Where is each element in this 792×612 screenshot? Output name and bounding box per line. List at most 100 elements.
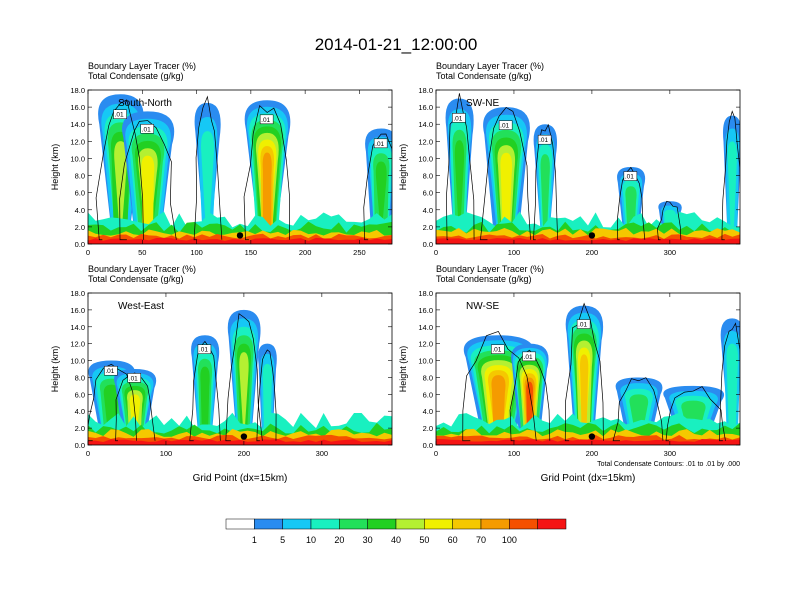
contour-label-text: .01 <box>492 347 501 354</box>
colorbar-swatch <box>480 518 510 530</box>
contour-label: .01 <box>104 365 118 376</box>
panel-name: SW-NE <box>466 98 499 109</box>
tracer-tower-0-level-5 <box>454 140 465 244</box>
tracer-field <box>436 93 740 244</box>
x-tick-label: 0 <box>434 449 438 458</box>
y-tick-label: 6.0 <box>75 390 85 399</box>
x-tick-label: 100 <box>508 449 521 458</box>
condensate-note: Total Condensate Contours: .01 to .01 by… <box>597 461 740 468</box>
x-tick-label: 200 <box>238 449 251 458</box>
tracer-tower-3-level-4 <box>629 394 649 445</box>
contour-label: .01 <box>491 344 505 354</box>
y-tick-label: 4.0 <box>75 206 85 215</box>
tracer-tower-5-level-3 <box>727 141 737 244</box>
colorbar-label: 5 <box>280 535 285 545</box>
y-axis-label: Height (km) <box>398 346 408 393</box>
colorbar-swatch <box>310 518 340 530</box>
y-tick-label: 14.0 <box>418 120 433 129</box>
contour-label-text: .01 <box>142 126 151 133</box>
figure-title: 2014-01-21_12:00:00 <box>315 35 478 54</box>
y-tick-label: 2.0 <box>423 424 433 433</box>
contour-label-text: .01 <box>578 322 587 329</box>
contour-label-box <box>373 138 388 149</box>
contour-label-box <box>104 365 118 376</box>
colorbar-swatch <box>452 518 482 530</box>
condensate-contour-3 <box>363 133 392 241</box>
contour-label: .01 <box>113 109 127 119</box>
colorbar-swatch <box>225 518 255 530</box>
condensate-contour-3 <box>617 166 646 241</box>
panel-name: South-North <box>118 98 172 109</box>
colorbar-label: 100 <box>502 535 517 545</box>
contour-label: .01 <box>197 344 212 354</box>
x-tick-label: 250 <box>353 248 366 257</box>
boundary-layer-band-4 <box>88 237 392 244</box>
contour-label-text: .01 <box>524 354 533 361</box>
contour-label-box <box>113 109 127 119</box>
contour-label: .01 <box>522 351 536 362</box>
x-tick-label: 300 <box>664 449 677 458</box>
condensate-contour-2 <box>189 340 221 442</box>
x-tick-label: 150 <box>245 248 258 257</box>
y-tick-label: 10.0 <box>418 154 433 163</box>
contour-label-text: .01 <box>625 174 634 181</box>
condensate-contour-5 <box>721 110 740 241</box>
colorbar-label: 20 <box>334 535 344 545</box>
plot-frame <box>87 292 393 446</box>
condensate-contour-1 <box>480 107 531 241</box>
condensate-contour-1 <box>119 120 177 241</box>
plot-frame <box>87 89 393 245</box>
location-marker <box>236 232 244 239</box>
colorbar-label: 50 <box>419 535 429 545</box>
tracer-tower-2-level-8 <box>580 354 589 445</box>
x-tick-label: 100 <box>160 449 173 458</box>
contour-label: .01 <box>127 373 142 383</box>
contour-label: .01 <box>140 124 154 134</box>
y-axis-label: Height (km) <box>50 346 60 393</box>
colorbar-label: 60 <box>448 535 458 545</box>
x-axis-label: Grid Point (dx=15km) <box>193 473 288 484</box>
colorbar-label: 70 <box>476 535 486 545</box>
y-tick-label: 14.0 <box>70 120 85 129</box>
y-tick-label: 18.0 <box>418 289 433 298</box>
contour-label-text: .01 <box>199 347 208 354</box>
tracer-tower-5-level-3 <box>726 343 739 445</box>
location-marker <box>240 433 248 440</box>
x-tick-label: 300 <box>316 449 329 458</box>
panel-title-line-2: Total Condensate (g/kg) <box>88 274 184 284</box>
y-tick-label: 0.0 <box>75 441 85 450</box>
condensate-contour-2 <box>564 302 604 442</box>
y-tick-label: 10.0 <box>70 357 85 366</box>
y-tick-label: 2.0 <box>75 223 85 232</box>
condensate-contour-4 <box>657 200 682 241</box>
contour-label: .01 <box>373 138 388 149</box>
y-tick-label: 4.0 <box>75 407 85 416</box>
colorbar-label: 1 <box>252 535 257 545</box>
panel-title-line-2: Total Condensate (g/kg) <box>88 71 184 81</box>
x-axis-label: Grid Point (dx=15km) <box>541 473 636 484</box>
y-tick-label: 6.0 <box>423 189 433 198</box>
contour-label-text: .01 <box>453 115 462 122</box>
y-tick-label: 8.0 <box>75 172 85 181</box>
colorbar-swatch <box>424 518 453 530</box>
y-tick-label: 8.0 <box>423 172 433 181</box>
y-tick-label: 14.0 <box>418 323 433 332</box>
panel-west-east: West-East .01 .01 .01 0.0 2.0 4.0 6.0 8.0 10.0 12.… <box>50 264 393 484</box>
condensate-contour-0 <box>446 93 475 241</box>
y-tick-label: 0.0 <box>423 240 433 249</box>
y-tick-label: 12.0 <box>418 340 433 349</box>
contour-label: .01 <box>452 113 466 123</box>
tracer-tower-3-level-6 <box>239 352 249 445</box>
contour-label: .01 <box>537 134 552 145</box>
condensate-contour-3 <box>612 377 664 442</box>
x-tick-label: 200 <box>299 248 312 257</box>
contour-label-text: .01 <box>500 123 509 130</box>
x-tick-label: 100 <box>190 248 203 257</box>
panel-name: West-East <box>118 301 164 312</box>
panel-name: NW-SE <box>466 301 499 312</box>
contour-label-box <box>623 171 638 181</box>
y-tick-label: 0.0 <box>75 240 85 249</box>
tracer-tower-4-level-3 <box>201 131 215 244</box>
colorbar-swatch <box>254 518 283 530</box>
condensate-contour-5 <box>719 322 740 442</box>
